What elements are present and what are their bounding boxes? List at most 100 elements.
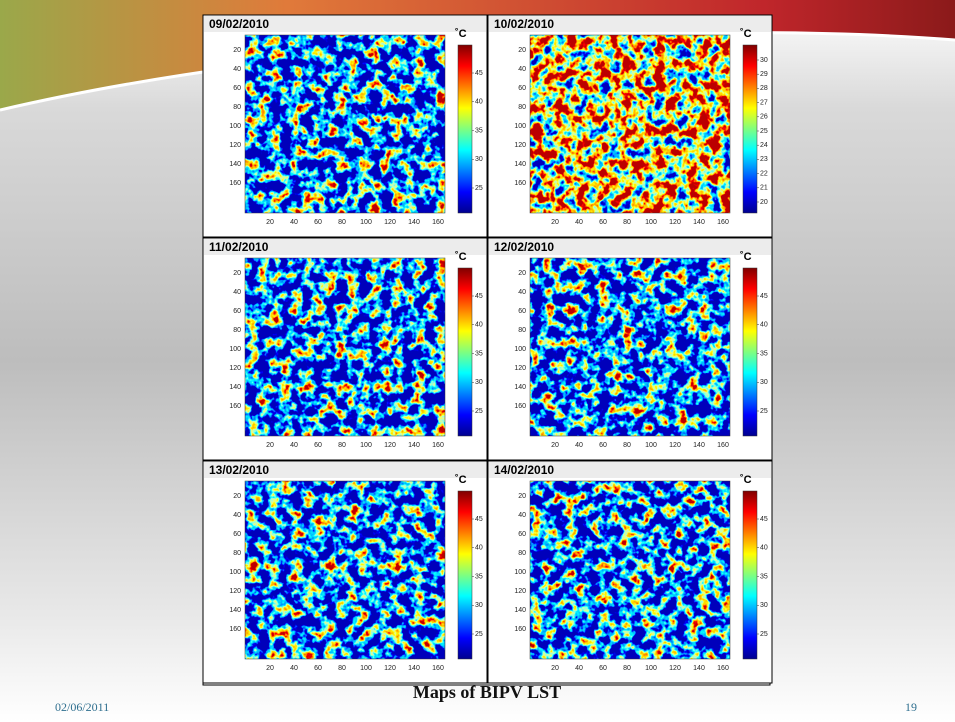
- colorbar-tick-label: 25: [760, 631, 768, 638]
- x-tick-label: 20: [551, 442, 559, 449]
- x-tick-label: 60: [314, 665, 322, 672]
- x-tick-label: 140: [693, 665, 705, 672]
- panel-date: 13/02/2010: [209, 463, 269, 477]
- y-tick-label: 20: [233, 270, 241, 277]
- colorbar-tick-label: 45: [760, 293, 768, 300]
- x-tick-label: 160: [717, 442, 729, 449]
- y-tick-label: 60: [518, 531, 526, 538]
- panel-date: 14/02/2010: [494, 463, 554, 477]
- x-tick-label: 20: [266, 665, 274, 672]
- unit-label: ˚C: [455, 474, 467, 486]
- x-tick-label: 80: [338, 442, 346, 449]
- x-tick-label: 80: [338, 665, 346, 672]
- y-tick-label: 140: [514, 161, 526, 168]
- colorbar-tick-label: 30: [760, 379, 768, 386]
- y-tick-label: 20: [233, 47, 241, 54]
- y-tick-label: 160: [514, 626, 526, 633]
- heatmap: [245, 258, 445, 436]
- y-tick-label: 60: [518, 308, 526, 315]
- panel-date: 11/02/2010: [209, 240, 269, 254]
- x-tick-label: 120: [384, 665, 396, 672]
- x-tick-label: 120: [669, 665, 681, 672]
- y-tick-label: 120: [229, 588, 241, 595]
- y-tick-label: 20: [518, 270, 526, 277]
- colorbar-tick-label: 29: [760, 71, 768, 78]
- x-tick-label: 100: [360, 665, 372, 672]
- x-tick-label: 140: [693, 219, 705, 226]
- x-tick-label: 40: [290, 665, 298, 672]
- colorbar: [458, 491, 472, 659]
- colorbar-tick-label: 45: [475, 516, 483, 523]
- unit-label: ˚C: [455, 28, 467, 40]
- colorbar: [458, 45, 472, 213]
- y-tick-label: 100: [514, 346, 526, 353]
- x-tick-label: 20: [266, 219, 274, 226]
- x-tick-label: 140: [693, 442, 705, 449]
- slide-title: Maps of BIPV LST: [413, 682, 561, 702]
- x-tick-label: 40: [290, 442, 298, 449]
- y-tick-label: 60: [518, 85, 526, 92]
- colorbar-tick-label: 25: [475, 185, 483, 192]
- heatmap: [245, 35, 445, 213]
- footer-date: 02/06/2011: [55, 700, 109, 714]
- x-tick-label: 100: [360, 442, 372, 449]
- slide: 02/06/2011 Maps of BIPV LST 19 09/02/201…: [0, 0, 955, 722]
- y-tick-label: 60: [233, 85, 241, 92]
- y-tick-label: 40: [518, 66, 526, 73]
- colorbar-tick-label: 40: [760, 322, 768, 329]
- colorbar: [743, 45, 757, 213]
- y-tick-label: 160: [229, 403, 241, 410]
- x-tick-label: 60: [599, 665, 607, 672]
- x-tick-label: 160: [717, 219, 729, 226]
- y-tick-label: 100: [514, 569, 526, 576]
- y-tick-label: 80: [518, 104, 526, 111]
- x-tick-label: 120: [669, 442, 681, 449]
- y-tick-label: 60: [233, 308, 241, 315]
- y-tick-label: 100: [229, 346, 241, 353]
- y-tick-label: 100: [229, 569, 241, 576]
- colorbar-tick-label: 20: [760, 199, 768, 206]
- heatmap: [245, 481, 445, 659]
- colorbar-tick-label: 26: [760, 114, 768, 121]
- x-tick-label: 60: [314, 219, 322, 226]
- colorbar: [743, 268, 757, 436]
- colorbar-tick-label: 28: [760, 85, 768, 92]
- x-tick-label: 120: [384, 442, 396, 449]
- y-tick-label: 60: [233, 531, 241, 538]
- colorbar-tick-label: 23: [760, 156, 768, 163]
- unit-label: ˚C: [455, 251, 467, 263]
- colorbar-tick-label: 24: [760, 142, 768, 149]
- y-tick-label: 80: [233, 327, 241, 334]
- colorbar: [743, 491, 757, 659]
- x-tick-label: 40: [575, 442, 583, 449]
- colorbar-tick-label: 35: [475, 127, 483, 134]
- panel-date: 12/02/2010: [494, 240, 554, 254]
- colorbar-tick-label: 45: [475, 70, 483, 77]
- colorbar-tick-label: 40: [475, 322, 483, 329]
- page-number: 19: [905, 700, 917, 714]
- x-tick-label: 20: [551, 219, 559, 226]
- x-tick-label: 120: [384, 219, 396, 226]
- colorbar-tick-label: 45: [760, 516, 768, 523]
- colorbar-tick-label: 25: [760, 128, 768, 135]
- y-tick-label: 40: [233, 66, 241, 73]
- page: {"panels": [ {"date": "09/02/2010", "uni…: [0, 0, 955, 722]
- panel-date: 10/02/2010: [494, 17, 554, 31]
- unit-label: ˚C: [740, 28, 752, 40]
- y-tick-label: 140: [229, 384, 241, 391]
- x-tick-label: 60: [314, 442, 322, 449]
- colorbar-tick-label: 40: [475, 99, 483, 106]
- y-tick-label: 120: [229, 142, 241, 149]
- y-tick-label: 120: [514, 142, 526, 149]
- y-tick-label: 80: [518, 550, 526, 557]
- colorbar-tick-label: 30: [475, 156, 483, 163]
- x-tick-label: 100: [645, 442, 657, 449]
- x-tick-label: 20: [551, 665, 559, 672]
- x-tick-label: 160: [717, 665, 729, 672]
- colorbar-tick-label: 30: [760, 57, 768, 64]
- colorbar-tick-label: 21: [760, 185, 768, 192]
- colorbar-tick-label: 35: [475, 350, 483, 357]
- colorbar-tick-label: 35: [760, 573, 768, 580]
